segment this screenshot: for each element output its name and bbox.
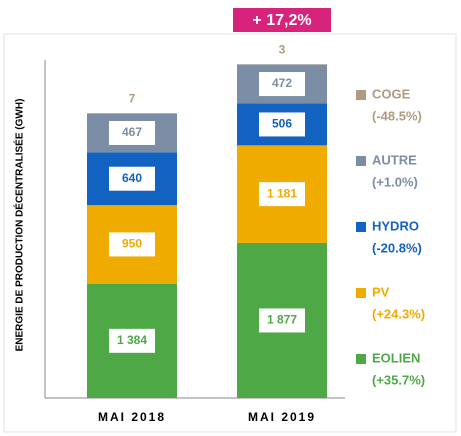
x-tick-label: MAI 2018 xyxy=(98,410,166,424)
value-label-box xyxy=(259,72,305,97)
annotation: + 17,2% xyxy=(252,12,311,29)
legend-label: EOLIEN xyxy=(372,350,420,365)
legend-label: PV xyxy=(372,284,390,299)
value-label: 506 xyxy=(272,117,292,131)
legend-label: HYDRO xyxy=(372,218,419,233)
value-label-box xyxy=(259,308,305,333)
value-label: 1 384 xyxy=(117,333,147,347)
legend-label: COGE xyxy=(372,86,411,101)
legend-change: (+35.7%) xyxy=(372,372,425,387)
value-label: 640 xyxy=(122,171,142,185)
value-label: 3 xyxy=(279,42,286,56)
value-label: 7 xyxy=(129,91,136,105)
value-label-box xyxy=(109,120,155,145)
bar-segment xyxy=(87,113,177,114)
frame xyxy=(3,33,457,433)
legend-swatch xyxy=(356,354,366,364)
x-tick-label: MAI 2019 xyxy=(248,410,316,424)
value-label-box xyxy=(259,112,305,137)
legend-swatch xyxy=(356,156,366,166)
legend-swatch xyxy=(356,222,366,232)
value-label: 467 xyxy=(122,125,142,139)
legend-change: (+1.0%) xyxy=(372,174,418,189)
y-axis-label: ENERGIE DE PRODUCTION DÉCENTRALISÉE (GWH… xyxy=(13,99,26,352)
value-label: 472 xyxy=(272,76,292,90)
legend-swatch xyxy=(356,90,366,100)
legend-label: AUTRE xyxy=(372,152,417,167)
value-label-box xyxy=(109,328,155,353)
legend-change: (-48.5%) xyxy=(372,108,422,123)
value-label: 950 xyxy=(122,237,142,251)
annotation-box xyxy=(233,8,331,32)
legend-change: (-20.8%) xyxy=(372,240,422,255)
value-label: 1 181 xyxy=(267,186,297,200)
value-label-box xyxy=(109,232,155,257)
legend-change: (+24.3%) xyxy=(372,306,425,321)
value-label: 1 877 xyxy=(267,313,297,327)
value-label-box xyxy=(259,182,305,207)
legend-swatch xyxy=(356,288,366,298)
value-label-box xyxy=(109,166,155,191)
